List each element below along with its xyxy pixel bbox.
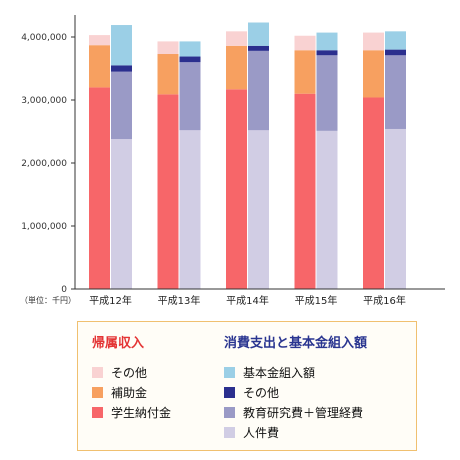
bar-segment xyxy=(363,50,384,98)
bar-segment xyxy=(385,49,406,56)
bar-segment xyxy=(385,128,406,289)
x-tick-label: 平成16年 xyxy=(363,294,406,307)
bar-segment xyxy=(111,25,132,66)
bar-segment xyxy=(157,41,179,55)
bar-segment xyxy=(363,32,384,51)
legend-label: 補助金 xyxy=(111,385,148,400)
y-tick-label: 3,000,000 xyxy=(21,96,67,106)
bars xyxy=(89,22,406,290)
legend-item-tuition: 学生納付金 xyxy=(92,402,171,422)
bar-segment xyxy=(294,93,316,289)
legend-label: 基本金組入額 xyxy=(243,365,316,380)
bar-segment xyxy=(248,22,269,46)
unit-label: （単位：千円） xyxy=(20,295,76,305)
y-tick-label: 2,000,000 xyxy=(21,159,67,169)
legend-label: その他 xyxy=(243,385,280,400)
legend: 帰属収入 その他 補助金 学生納付金 消費支出と基本金組入額 基本金組入額 その… xyxy=(77,321,417,451)
bar-segment xyxy=(385,31,406,50)
bar-segment xyxy=(157,54,179,95)
bar-segment xyxy=(226,31,247,46)
bar-segment xyxy=(294,50,316,94)
bar-segment xyxy=(89,87,110,290)
x-tick-label: 平成15年 xyxy=(295,294,338,307)
legend-income-title: 帰属収入 xyxy=(92,336,145,351)
legend-swatch xyxy=(92,386,103,398)
bar-segment xyxy=(179,56,201,63)
bar-segment xyxy=(89,35,110,46)
bar-segment xyxy=(157,94,179,289)
y-tick-label: 1,000,000 xyxy=(21,222,67,232)
y-tick-label: 4,000,000 xyxy=(21,33,67,43)
legend-item-personnel: 人件費 xyxy=(224,422,367,442)
legend-expense-title: 消費支出と基本金組入額 xyxy=(224,336,368,351)
bar-segment xyxy=(316,130,338,289)
legend-label: その他 xyxy=(111,365,148,380)
legend-label: 学生納付金 xyxy=(111,405,172,420)
legend-swatch xyxy=(224,366,235,378)
bar-segment xyxy=(316,32,338,51)
bar-segment xyxy=(316,55,338,131)
legend-item-education-admin: 教育研究費＋管理経費 xyxy=(224,402,367,422)
legend-item-endowment: 基本金組入額 xyxy=(224,362,367,382)
bar-segment xyxy=(385,55,406,129)
bar-segment xyxy=(226,89,247,289)
legend-item-subsidy: 補助金 xyxy=(92,382,171,402)
legend-expense-column: 消費支出と基本金組入額 基本金組入額 その他 教育研究費＋管理経費 人件費 xyxy=(224,332,367,442)
x-tick-label: 平成14年 xyxy=(226,294,269,307)
bar-segment xyxy=(294,35,316,51)
legend-label: 人件費 xyxy=(243,425,280,440)
bar-segment xyxy=(248,130,269,289)
legend-swatch xyxy=(224,406,235,418)
bar-segment xyxy=(179,41,201,57)
bar-segment xyxy=(363,97,384,289)
bar-segment xyxy=(111,71,132,140)
bar-segment xyxy=(89,45,110,88)
legend-item-expense-other: その他 xyxy=(224,382,367,402)
x-axis: （単位：千円） 平成12年 平成13年 平成14年 平成15年 平成16年 xyxy=(20,288,445,307)
legend-item-income-other: その他 xyxy=(92,362,171,382)
legend-label: 教育研究費＋管理経費 xyxy=(243,405,364,420)
legend-swatch xyxy=(224,386,235,398)
bar-segment xyxy=(226,45,247,90)
x-tick-label: 平成12年 xyxy=(89,294,132,307)
bar-segment xyxy=(248,50,269,131)
bar-segment xyxy=(316,50,338,56)
bar-segment xyxy=(248,45,269,51)
bar-segment xyxy=(111,65,132,72)
legend-swatch xyxy=(92,406,103,418)
legend-swatch xyxy=(224,426,235,438)
y-axis: 0 1,000,000 2,000,000 3,000,000 4,000,000 xyxy=(21,15,76,295)
bar-segment xyxy=(111,139,132,289)
y-tick-label: 0 xyxy=(61,285,67,295)
x-tick-label: 平成13年 xyxy=(158,294,201,307)
legend-income-column: 帰属収入 その他 補助金 学生納付金 xyxy=(92,332,171,422)
legend-swatch xyxy=(92,366,103,378)
bar-segment xyxy=(179,62,201,131)
bar-segment xyxy=(179,130,201,289)
